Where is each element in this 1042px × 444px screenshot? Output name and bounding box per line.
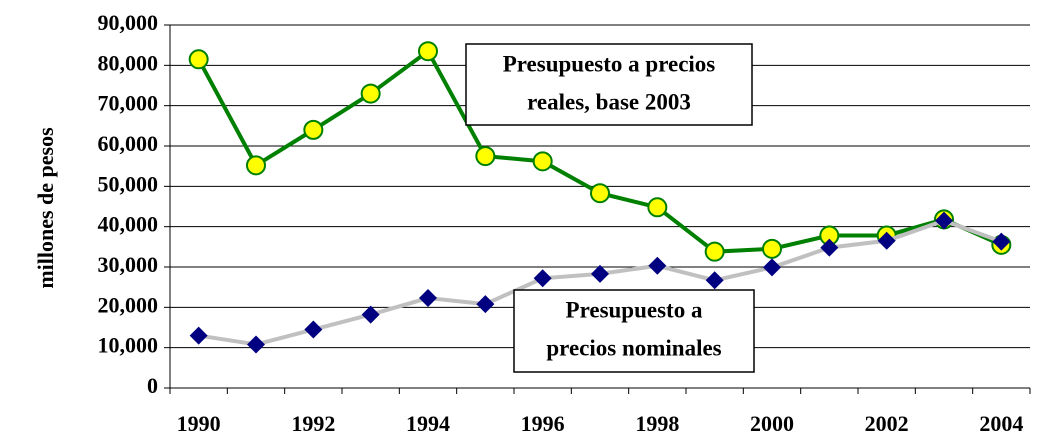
y-tick-label: 70,000 <box>98 91 159 116</box>
marker <box>360 83 381 104</box>
marker <box>705 271 724 290</box>
marker <box>533 269 552 288</box>
marker <box>648 256 667 275</box>
marker <box>188 49 209 70</box>
marker <box>820 238 839 257</box>
y-tick-label: 80,000 <box>98 50 159 75</box>
y-tick-label: 20,000 <box>98 292 159 317</box>
annotation-text: precios nominales <box>546 335 721 360</box>
marker <box>418 41 438 62</box>
annotation-text: Presupuesto a precios <box>503 51 716 76</box>
marker <box>935 211 953 230</box>
marker <box>877 231 896 250</box>
x-tick-label: 1994 <box>406 411 450 436</box>
marker <box>361 305 380 324</box>
marker <box>303 119 324 140</box>
annotation-text: reales, base 2003 <box>527 89 691 114</box>
marker <box>246 155 266 176</box>
x-tick-label: 1990 <box>177 411 221 436</box>
x-tick-label: 2000 <box>750 411 794 436</box>
x-tick-label: 2002 <box>865 411 909 436</box>
marker <box>247 335 265 354</box>
marker <box>419 289 437 308</box>
marker <box>647 197 668 218</box>
y-tick-label: 0 <box>147 373 158 398</box>
x-tick-label: 2004 <box>979 411 1023 436</box>
y-tick-label: 40,000 <box>98 212 159 237</box>
y-tick-label: 60,000 <box>98 131 159 156</box>
x-tick-label: 1992 <box>291 411 335 436</box>
marker <box>590 183 610 204</box>
annotation-box <box>513 289 755 373</box>
y-tick-label: 90,000 <box>98 10 159 35</box>
marker <box>762 238 782 259</box>
marker <box>189 326 208 345</box>
marker <box>591 264 609 283</box>
marker <box>992 232 1011 251</box>
marker <box>763 258 781 277</box>
annotation-box <box>465 43 753 126</box>
y-tick-label: 50,000 <box>98 171 159 196</box>
marker <box>532 151 553 172</box>
x-tick-label: 1998 <box>635 411 679 436</box>
y-tick-label: 30,000 <box>98 252 159 277</box>
y-tick-label: 10,000 <box>98 333 159 358</box>
annotation-text: Presupuesto a <box>566 297 703 322</box>
marker <box>476 295 495 314</box>
marker <box>475 146 496 167</box>
marker <box>304 320 323 339</box>
y-axis-label: millones de pesos <box>33 127 58 289</box>
x-tick-label: 1996 <box>521 411 565 436</box>
marker <box>704 241 725 262</box>
